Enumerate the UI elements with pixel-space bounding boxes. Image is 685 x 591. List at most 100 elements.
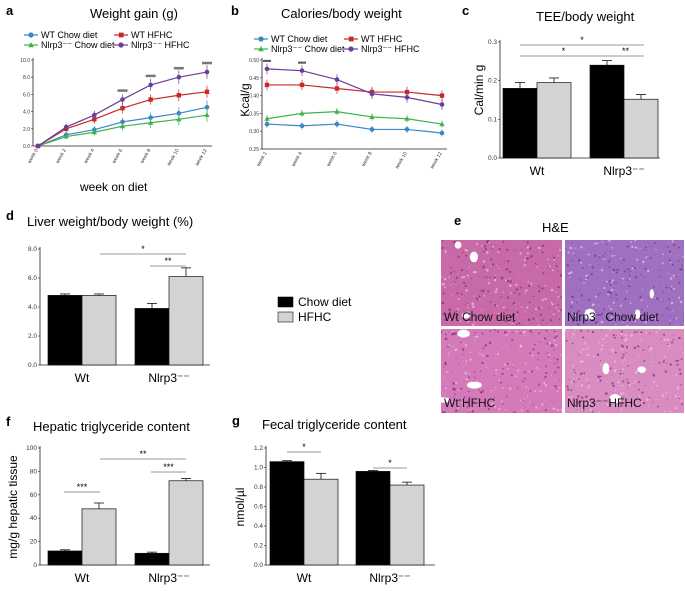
he-caption-wt-chow: Wt Chow diet (444, 310, 516, 324)
data-point (176, 116, 182, 122)
he-image-wt-chow (441, 240, 562, 326)
data-point (264, 115, 270, 121)
significance-label: * (141, 244, 145, 254)
panel-b-ytick-label: 0.30 (249, 129, 259, 135)
bar (81, 508, 117, 566)
data-point (92, 112, 97, 118)
significance-label: * (388, 458, 392, 468)
panel-d-ytick-label: 8.0 (28, 246, 37, 253)
panel-g-ytick-label: 0.4 (254, 523, 263, 530)
bar (269, 461, 305, 566)
panel-a-xtick-label: week 6 (111, 148, 124, 165)
significance-label: *** (163, 462, 174, 472)
panel-a-title: Weight gain (g) (90, 6, 178, 21)
panel-a-ytick-label: 2.0 (23, 127, 30, 133)
data-point (148, 119, 154, 125)
legend-swatch (277, 296, 294, 308)
panel-b-ytick-label: 0.45 (249, 76, 259, 82)
panel-g-plot: Wt Nlrp3⁻⁻ (269, 460, 425, 585)
he-caption-nlrp3-hfhc: Nlrp3⁻⁻HFHC (567, 396, 642, 410)
data-point (334, 121, 340, 127)
series-line (266, 68, 443, 106)
data-point (439, 130, 445, 136)
panel-b-title: Calories/body weight (281, 6, 402, 21)
panel-d-label: d (6, 208, 14, 223)
panel-g-ytick-label: 0.6 (254, 504, 263, 511)
panel-c-ylabel: Cal/min g (472, 65, 486, 116)
panel-b-xtick-label: week 10 (394, 151, 409, 170)
series-line (266, 123, 443, 134)
panel-e-label: e (454, 213, 461, 228)
panel-b-ytick-label: 0.25 (249, 147, 259, 153)
panel-d-category-label: Nlrp3⁻⁻ (148, 371, 189, 385)
panel-c-ytick-label: 0.2 (488, 78, 497, 85)
panel-d-plot: Wt Nlrp3⁻⁻ (47, 267, 204, 385)
panel-g-title: Fecal triglyceride content (262, 417, 407, 432)
panel-a-ytick-label: 10.0 (20, 58, 30, 64)
data-point (299, 82, 305, 88)
bar (502, 88, 538, 159)
panel-f-bracket-top: ** (100, 449, 186, 460)
bar (134, 552, 170, 566)
panel-f-ytick-label: 20 (30, 539, 38, 546)
legend-marker (118, 42, 124, 48)
panel-c-plot: Wt Nlrp3⁻⁻ (502, 60, 659, 178)
legend-marker (348, 46, 354, 52)
significance-label: * (562, 46, 566, 56)
legend-label: Chow diet (298, 295, 352, 309)
data-point (264, 66, 270, 72)
panel-c-bracket-top: * (520, 35, 644, 46)
bar (536, 82, 572, 159)
panel-f-ytick-label: 80 (30, 468, 38, 475)
legend-label: Nlrp3⁻⁻ HFHC (361, 44, 420, 54)
bar (589, 64, 625, 159)
panel-c-label: c (462, 3, 469, 18)
data-point (204, 105, 210, 110)
data-point (369, 127, 375, 132)
data-point (119, 123, 126, 129)
data-point (369, 114, 375, 119)
panel-c-category-label: Nlrp3⁻⁻ (603, 164, 644, 178)
data-point (148, 82, 153, 88)
panel-f-ytick-label: 60 (30, 492, 38, 499)
bar (355, 471, 391, 566)
legend-marker (28, 32, 34, 38)
panel-b-ytick-label: 0.35 (249, 111, 259, 117)
panel-a-ytick-label: 6.0 (23, 92, 30, 98)
panel-d-category-label: Wt (75, 371, 90, 385)
panel-b-xtick-label: week 8 (361, 151, 374, 168)
series-line (267, 84, 443, 97)
significance-label: ** (622, 46, 630, 56)
panel-f-title: Hepatic triglyceride content (33, 419, 190, 434)
panel-c-bracket-left: * (520, 46, 607, 57)
legend-label: Nlrp3⁻⁻ HFHC (131, 40, 190, 50)
bar (81, 295, 117, 366)
panel-a-legend: WT Chow diet WT HFHC Nlrp3⁻⁻ Chow diet Nlrp… (24, 30, 190, 50)
bar (389, 484, 425, 566)
data-point (334, 77, 340, 82)
data-point (35, 143, 41, 149)
legend-marker (118, 32, 124, 38)
panel-a-xtick-label: week 0 (27, 148, 40, 165)
panel-b-ylabel: Kcal/g (238, 83, 252, 116)
data-point (439, 121, 445, 127)
panel-a-label: a (6, 3, 14, 18)
panel-f-ytick-label: 40 (30, 515, 38, 522)
significance-label: * (302, 442, 306, 452)
bar (168, 276, 204, 366)
data-point (404, 127, 410, 132)
data-point (63, 133, 69, 139)
bar (47, 550, 83, 566)
panel-f-category-label: Nlrp3⁻⁻ (148, 571, 189, 585)
data-point (404, 89, 410, 95)
panel-g-ytick-label: 0.0 (254, 562, 263, 569)
panel-a-axes: 0.0 2.0 4.0 6.0 8.0 10.0 (20, 58, 212, 150)
panel-a-ytick-label: 8.0 (23, 75, 30, 81)
panel-c-title: TEE/body weight (536, 9, 635, 24)
panel-b-xtick-label: week 6 (326, 151, 339, 168)
data-point (176, 111, 182, 116)
legend-swatch (277, 311, 294, 323)
panel-a-xtick-label: week 12 (194, 148, 209, 167)
data-point (369, 91, 375, 97)
panel-b-legend: WT Chow diet WT HFHC Nlrp3⁻⁻ Chow diet Nlrp… (254, 34, 420, 54)
